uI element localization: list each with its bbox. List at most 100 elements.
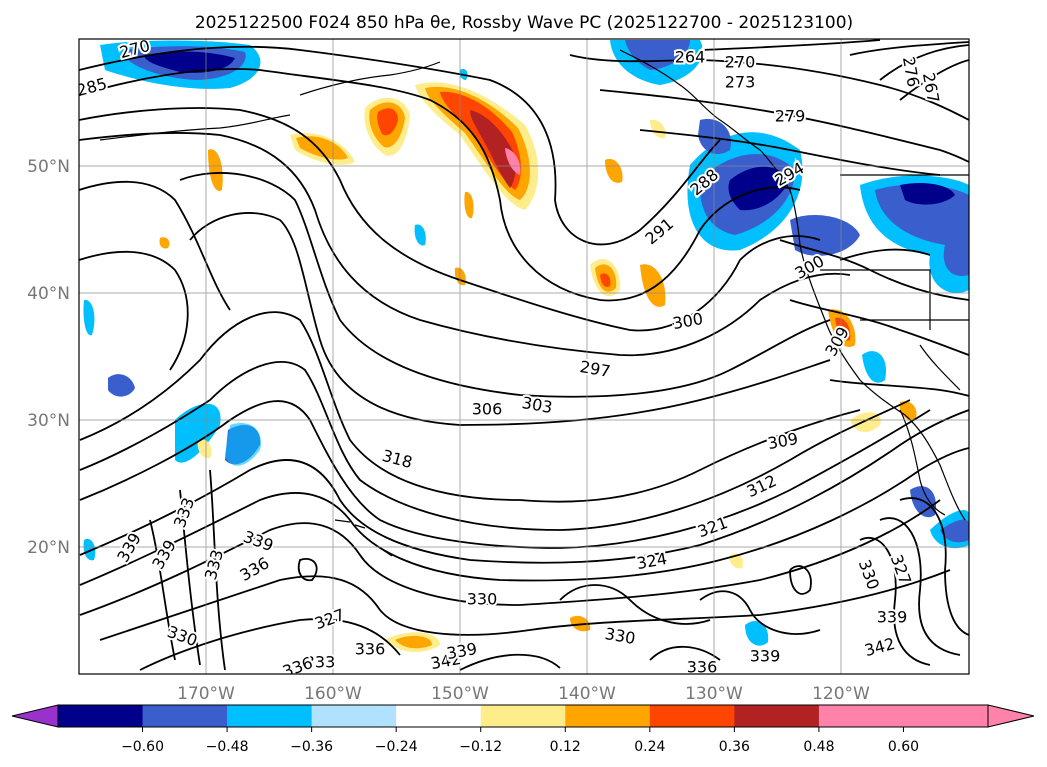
contour-label: 339 <box>877 608 908 627</box>
coastlines <box>99 49 969 557</box>
neg-region <box>83 299 95 336</box>
contour-line <box>879 44 969 81</box>
contour-label: 336 <box>355 640 386 659</box>
contour-label: 270 <box>725 53 756 72</box>
colorbar-box <box>396 705 482 727</box>
longitude-labels: 170°W 160°W 150°W 140°W 130°W 120°W <box>177 684 870 704</box>
contour-line <box>179 172 831 398</box>
coastline <box>99 114 291 141</box>
colorbar-box <box>734 705 820 727</box>
contour-line <box>209 469 226 671</box>
colorbar-tick-label: 0.60 <box>888 739 919 755</box>
map-frame <box>78 38 970 675</box>
contour-line <box>829 379 969 397</box>
contour-line <box>79 409 969 564</box>
colorbar-tick-label: −0.36 <box>290 739 333 755</box>
contour-label: 339 <box>750 647 781 666</box>
neg-region <box>745 621 769 646</box>
neg-region <box>790 215 860 256</box>
neg-region <box>728 166 790 211</box>
contour-line <box>599 89 969 163</box>
contour-line <box>789 565 812 595</box>
neg-region <box>414 224 426 246</box>
contour-line <box>849 41 969 56</box>
pos-region <box>208 149 223 191</box>
colorbar-tick-label: 0.24 <box>634 739 665 755</box>
colorbar-box <box>142 705 228 727</box>
contour-line <box>899 497 969 636</box>
lon-label: 130°W <box>685 684 743 704</box>
contour-line <box>99 569 951 641</box>
colorbar-tick-label: 0.12 <box>550 739 581 755</box>
graticule <box>79 39 969 674</box>
contour-label: 333 <box>305 653 336 672</box>
contour-line <box>699 39 881 51</box>
pos-region <box>377 108 398 136</box>
contour-line <box>459 653 561 671</box>
neg-region <box>108 374 135 397</box>
contour-line <box>79 180 231 311</box>
colorbar-left-arrow <box>11 704 59 728</box>
coastline <box>919 344 961 391</box>
contour-line <box>79 132 851 357</box>
contour-label: 330 <box>467 590 498 609</box>
pos-region <box>296 136 348 160</box>
contour-label: 306 <box>472 400 503 419</box>
colorbar: −0.60 −0.48 −0.36 −0.24 −0.12 0.12 0.24 0.36 0.4… <box>11 704 1035 755</box>
contour-line <box>569 54 969 121</box>
contour-line <box>699 590 821 635</box>
latitude-labels: 50°N 40°N 30°N 20°N <box>27 157 70 558</box>
neg-region <box>625 40 690 70</box>
neg-region <box>900 183 955 205</box>
contour-line <box>189 212 831 426</box>
lon-label: 170°W <box>177 684 235 704</box>
colorbar-box <box>311 705 397 727</box>
lon-label: 120°W <box>812 684 870 704</box>
coastline <box>299 61 441 96</box>
contour-line <box>859 537 931 666</box>
contour-label: 336 <box>687 658 718 677</box>
coastline <box>334 519 393 557</box>
contour-label: 273 <box>725 73 756 92</box>
lat-label: 50°N <box>27 157 70 177</box>
lon-label: 160°W <box>304 684 362 704</box>
colorbar-tick-label: −0.48 <box>206 739 249 755</box>
contour-line <box>559 584 711 625</box>
colorbar-tick-label: −0.60 <box>121 739 164 755</box>
pos-region <box>505 148 521 175</box>
contour-line <box>839 248 931 261</box>
colorbar-tick-label: −0.12 <box>459 739 502 755</box>
pos-region <box>197 439 212 459</box>
contour-line <box>789 299 969 356</box>
coastline <box>820 269 931 330</box>
contour-label: 264 <box>675 48 706 67</box>
neg-region <box>83 538 96 561</box>
coastline <box>619 49 966 521</box>
contour-line <box>79 45 721 246</box>
contour-line <box>79 361 911 531</box>
neg-region <box>225 422 261 466</box>
colorbar-tick-label: 0.36 <box>719 739 750 755</box>
contour-line <box>79 499 941 616</box>
contour-line <box>79 311 861 503</box>
pos-region <box>650 119 666 139</box>
neg-region <box>862 351 886 383</box>
lat-label: 20°N <box>27 538 70 558</box>
lon-label: 150°W <box>431 684 489 704</box>
contour-line <box>899 59 969 101</box>
contour-line <box>79 68 801 302</box>
contour-line <box>639 129 941 176</box>
colorbar-frame <box>57 704 989 728</box>
neg-region <box>940 519 969 543</box>
contour-line <box>79 250 189 371</box>
colorbar-tick-label: 0.48 <box>803 739 834 755</box>
colorbar-right-arrow <box>987 704 1035 728</box>
neg-region <box>145 51 235 73</box>
neg-region <box>910 486 936 518</box>
pos-region <box>464 191 474 219</box>
colorbar-box <box>649 705 735 727</box>
contour-label: 279 <box>775 107 806 126</box>
contour-line <box>149 519 176 661</box>
